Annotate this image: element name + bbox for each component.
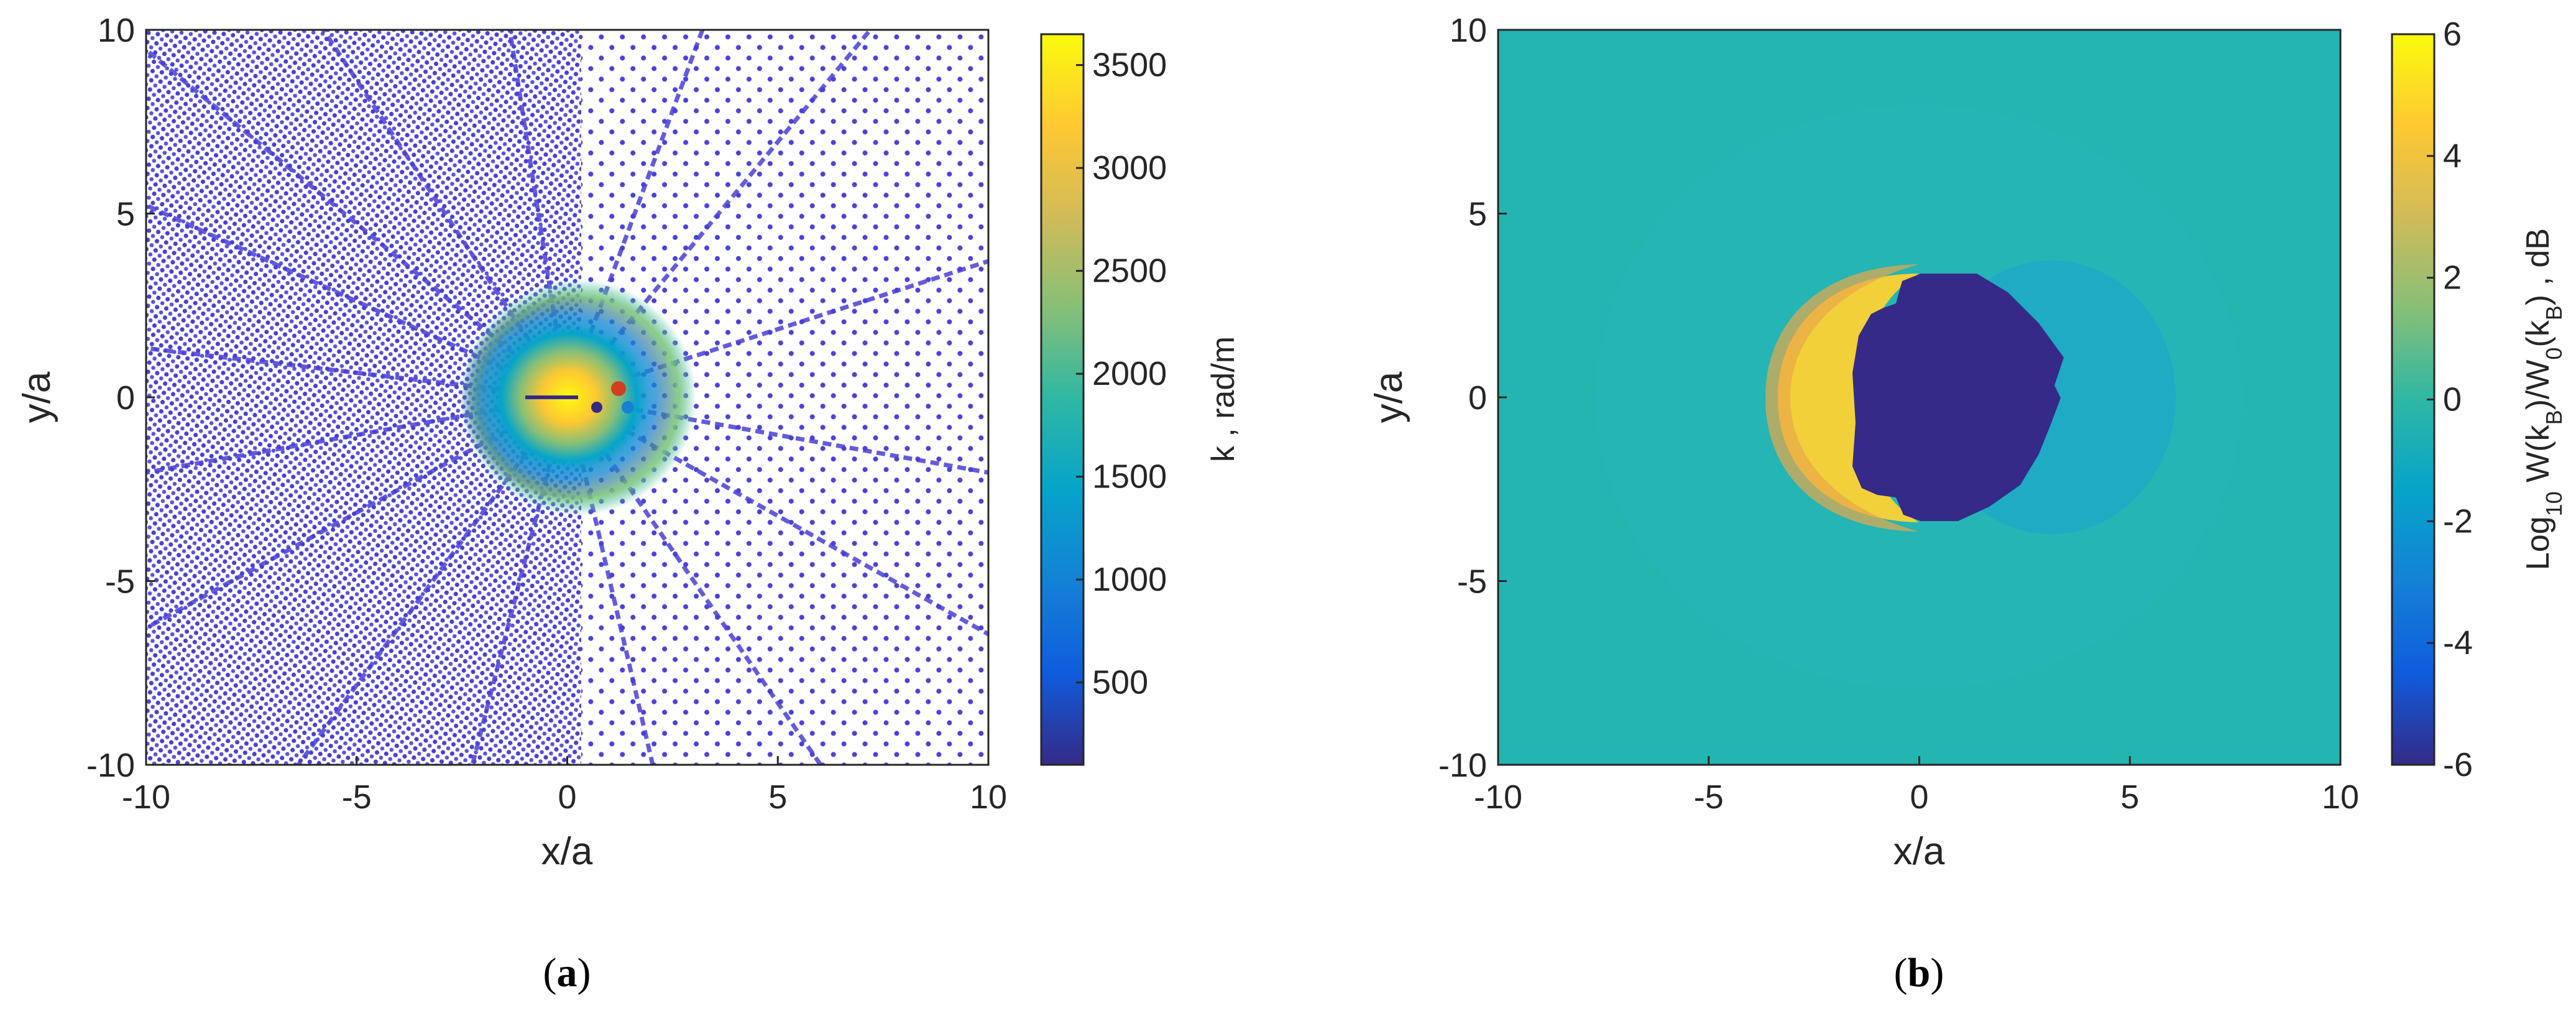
panel-a: -10 -5 0 5 10 10 5 0 -5 -10 x/a y/a 3500 3000 2500 2… — [16, 12, 1241, 995]
colorbar-tick-label: 1000 — [1092, 561, 1167, 598]
x-tick-label: 0 — [558, 778, 576, 816]
y-axis-label-a: y/a — [16, 371, 58, 423]
x-tick-label: -5 — [1694, 778, 1724, 816]
colorbar-tick-label: -4 — [2443, 624, 2473, 662]
colorbar-tick-label: 500 — [1092, 664, 1148, 701]
y-tick-label: -10 — [86, 747, 135, 784]
colorbar-gradient-a — [1041, 34, 1083, 765]
colorbar-tick-label: -6 — [2443, 746, 2473, 783]
y-tick-label: 5 — [1468, 196, 1487, 233]
y-tick-label: 10 — [98, 12, 135, 49]
caption-b: (b) — [1894, 950, 1944, 995]
hotspot-center-marks — [525, 381, 634, 413]
panel-b: -10 -5 0 5 10 10 5 0 -5 -10 x/a y/a 6 4 2 0 -2 -4 -6 Lo… — [1368, 12, 2567, 995]
colorbar-tick-label: -2 — [2443, 502, 2473, 540]
colorbar-tick-label: 2000 — [1092, 355, 1167, 392]
x-tick-label: -5 — [342, 778, 372, 816]
colorbar-tick-label: 3500 — [1092, 47, 1167, 84]
ticks-a: -10 -5 0 5 10 10 5 0 -5 -10 — [86, 12, 1007, 816]
colorbar-label-b: Log10 W(kB)/W0(kB) , dB — [2520, 228, 2567, 570]
colorbar-tick-label: 6 — [2443, 16, 2462, 53]
colorbar-tick-label: 2 — [2443, 259, 2462, 297]
y-tick-label: -10 — [1438, 747, 1487, 784]
y-tick-label: 10 — [1450, 12, 1487, 49]
colorbar-label-a: k , rad/m — [1205, 336, 1241, 462]
y-tick-label: 0 — [1468, 379, 1487, 417]
plot-area-b — [1498, 30, 2340, 765]
colorbar-tick-label: 1500 — [1092, 458, 1167, 496]
colorbar-a: 3500 3000 2500 2000 1500 1000 500 k , rad/m — [1040, 33, 1241, 766]
colorbar-frame-a — [1040, 33, 1085, 766]
colorbar-tick-label: 3000 — [1092, 149, 1167, 187]
caption-a: (a) — [543, 950, 591, 995]
y-axis-label-b: y/a — [1368, 371, 1410, 423]
x-axis-label-b: x/a — [1893, 830, 1945, 873]
ticks-b: -10 -5 0 5 10 10 5 0 -5 -10 — [1438, 12, 2359, 816]
crescent-glow — [1765, 264, 1919, 532]
colorbar-ticks-a: 3500 3000 2500 2000 1500 1000 500 — [1076, 47, 1167, 701]
colorbar-tick-label: 0 — [2443, 381, 2462, 418]
shadow-region — [1852, 274, 2064, 521]
plot-area-a — [146, 30, 988, 765]
colorbar-tick-label: 4 — [2443, 137, 2462, 175]
x-axis-label-a: x/a — [541, 830, 593, 873]
x-tick-label: 5 — [2120, 778, 2139, 816]
x-tick-label: -10 — [122, 778, 170, 816]
colorbar-tick-label: 2500 — [1092, 252, 1167, 290]
colorbar-ticks-b: 6 4 2 0 -2 -4 -6 — [2427, 16, 2473, 783]
y-tick-label: -5 — [105, 563, 135, 601]
x-tick-label: 0 — [1910, 778, 1928, 816]
y-tick-label: -5 — [1457, 563, 1487, 601]
bright-crescent — [1778, 274, 1919, 522]
y-tick-label: 5 — [116, 196, 135, 233]
x-tick-label: 5 — [768, 778, 787, 816]
x-tick-label: 10 — [970, 778, 1007, 816]
y-tick-label: 0 — [116, 379, 135, 417]
x-tick-label: -10 — [1474, 778, 1522, 816]
x-tick-label: 10 — [2322, 778, 2359, 816]
colorbar-b: 6 4 2 0 -2 -4 -6 Log10 W(kB)/W0(kB) , dB — [2391, 16, 2567, 783]
